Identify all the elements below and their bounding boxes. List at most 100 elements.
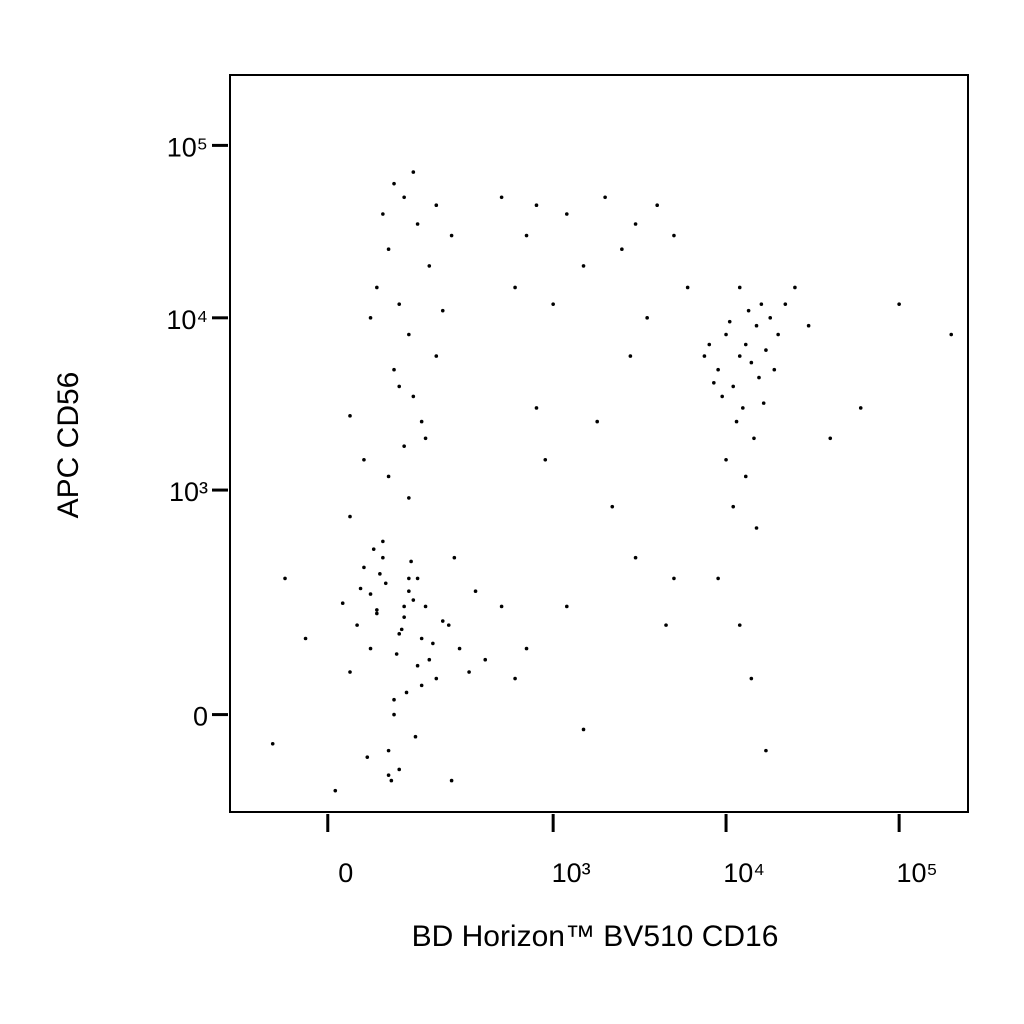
event-dot bbox=[375, 608, 379, 612]
event-dot bbox=[358, 586, 363, 591]
event-dot bbox=[754, 526, 759, 530]
event-dot bbox=[727, 319, 732, 324]
event-dot bbox=[434, 354, 439, 358]
event-dot bbox=[595, 419, 600, 424]
event-dot bbox=[434, 203, 439, 207]
event-dot bbox=[741, 406, 745, 410]
event-dot bbox=[633, 222, 638, 226]
event-dot bbox=[368, 592, 373, 596]
event-dot bbox=[664, 623, 668, 627]
event-dot bbox=[394, 652, 399, 656]
event-dot bbox=[419, 683, 424, 688]
event-dot bbox=[411, 598, 416, 602]
event-dot bbox=[534, 406, 539, 410]
event-dot bbox=[375, 285, 379, 290]
event-dot bbox=[404, 690, 409, 695]
event-dot bbox=[737, 354, 742, 358]
event-dot bbox=[757, 375, 761, 380]
event-dot bbox=[402, 604, 406, 609]
event-dot bbox=[513, 285, 517, 290]
event-dot bbox=[397, 302, 402, 306]
event-dot bbox=[381, 555, 385, 560]
event-dot bbox=[427, 264, 432, 268]
y-tick-label: 0 bbox=[193, 702, 208, 732]
event-dot bbox=[407, 589, 411, 594]
event-dot bbox=[386, 773, 391, 777]
event-dot bbox=[483, 657, 488, 662]
event-dot bbox=[645, 316, 649, 320]
event-dot bbox=[707, 342, 712, 347]
event-dot bbox=[333, 788, 338, 793]
event-dot bbox=[452, 555, 457, 560]
event-dot bbox=[716, 576, 720, 581]
event-dot bbox=[386, 474, 391, 479]
event-dot bbox=[731, 384, 736, 389]
event-dot bbox=[407, 332, 411, 337]
event-dot bbox=[610, 504, 615, 509]
event-dot bbox=[720, 394, 724, 399]
event-dot bbox=[340, 601, 345, 605]
event-dot bbox=[685, 285, 690, 290]
event-dot bbox=[413, 734, 418, 739]
x-tick-label: 10⁵ bbox=[897, 858, 938, 888]
event-dot bbox=[392, 697, 396, 702]
event-dot bbox=[415, 663, 420, 668]
event-dot bbox=[897, 302, 901, 306]
event-dot bbox=[534, 203, 539, 207]
event-dot bbox=[764, 748, 768, 753]
event-dot bbox=[397, 632, 402, 636]
event-dot bbox=[449, 233, 454, 238]
event-dot bbox=[754, 323, 759, 328]
event-dot bbox=[581, 264, 586, 268]
event-dot bbox=[415, 576, 420, 581]
event-dot bbox=[392, 712, 396, 717]
event-dot bbox=[427, 657, 432, 662]
y-tick-label: 10⁴ bbox=[166, 305, 208, 335]
event-dot bbox=[633, 555, 638, 560]
event-dot bbox=[457, 646, 462, 651]
event-dot bbox=[712, 380, 716, 385]
event-dot bbox=[764, 348, 768, 352]
event-dot bbox=[423, 436, 428, 441]
event-dot bbox=[419, 636, 424, 641]
event-dot bbox=[524, 646, 529, 651]
event-dot bbox=[473, 589, 478, 594]
event-dot bbox=[368, 316, 373, 320]
x-tick-label: 10⁴ bbox=[723, 858, 765, 888]
event-dot bbox=[348, 414, 352, 418]
event-dot bbox=[746, 308, 751, 313]
event-dot bbox=[419, 419, 424, 424]
event-dot bbox=[434, 676, 439, 681]
event-dot bbox=[378, 572, 382, 576]
event-dot bbox=[551, 302, 555, 306]
y-axis-title: APC CD56 bbox=[52, 372, 85, 519]
event-dot bbox=[761, 401, 766, 405]
event-dot bbox=[402, 195, 406, 200]
x-tick-label: 10³ bbox=[552, 858, 591, 888]
event-dot bbox=[409, 559, 413, 564]
event-dot bbox=[392, 181, 396, 186]
event-dot bbox=[348, 670, 352, 674]
event-dot bbox=[564, 212, 569, 216]
event-dot bbox=[283, 576, 287, 581]
event-dot bbox=[743, 342, 748, 347]
event-dot bbox=[402, 615, 406, 619]
event-dot bbox=[415, 222, 420, 226]
event-dot bbox=[499, 604, 504, 609]
event-dot bbox=[749, 676, 754, 681]
event-dot bbox=[467, 670, 471, 674]
event-dot bbox=[386, 247, 391, 252]
event-dot bbox=[759, 302, 764, 306]
event-dot bbox=[399, 627, 404, 632]
event-dot bbox=[749, 360, 754, 365]
event-dot bbox=[362, 565, 366, 570]
event-dot bbox=[348, 514, 352, 519]
event-dot bbox=[737, 285, 742, 290]
event-dot bbox=[355, 623, 359, 627]
event-dot bbox=[620, 247, 624, 252]
event-dot bbox=[389, 778, 394, 783]
event-dot bbox=[411, 394, 416, 399]
event-dot bbox=[411, 170, 416, 174]
event-dot bbox=[776, 332, 780, 337]
